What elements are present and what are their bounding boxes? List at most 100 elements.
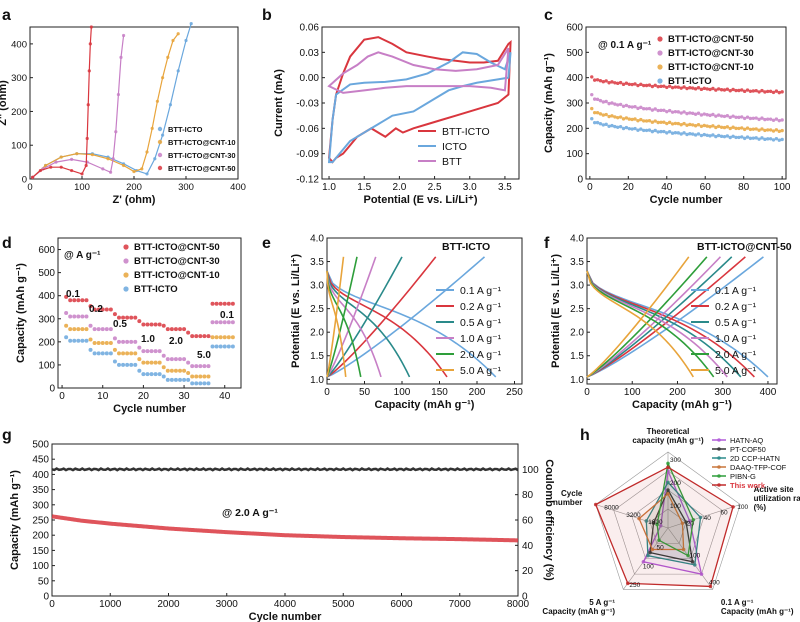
data-point [682,121,686,126]
data-point [731,114,735,118]
data-point [714,88,718,92]
data-point [613,115,617,119]
data-point [80,338,85,343]
x-tick-label: 0 [27,182,32,193]
data-point [72,298,77,303]
data-point [214,320,219,325]
capacity-series [51,514,519,543]
data-point [650,84,655,89]
data-point [621,126,626,131]
data-point [650,129,655,134]
y-tick-label: 600 [566,23,583,34]
legend-label: 0.1 A g⁻¹ [460,285,502,297]
y-tick-label: 100 [566,149,583,160]
data-point [601,100,606,104]
data-point [745,88,750,92]
data-point [644,128,649,133]
radar-grid [613,470,723,575]
data-point [768,128,773,132]
data-point [616,115,620,120]
legend-label: 0.1 A g⁻¹ [715,285,757,297]
data-point [742,127,747,132]
x-tick-label: 250 [506,387,523,398]
data-point [210,301,215,306]
data-point [112,359,117,364]
data-point [92,341,97,345]
data-point [716,113,721,117]
data-point [647,118,652,123]
rate-label: 0.1 [220,310,234,321]
x-tick-label: 3.0 [463,182,477,193]
data-point [688,131,692,136]
data-point [64,311,69,315]
data-point [763,117,767,122]
data-point [690,560,695,564]
radar-tick: 300 [670,457,681,464]
series-line [32,33,179,178]
data-point [666,461,670,466]
radar-grid [631,489,705,560]
data-point [161,353,166,358]
data-point [774,89,779,93]
panel-e: e 0 50 100 150 200 250 1.0 1.5 2.0 2.5 3.0 3.5 4.0 Cap… [262,234,523,412]
data-point [754,88,758,93]
data-point [639,105,643,110]
y-tick-label: 4.0 [570,234,584,245]
data-point [691,132,695,136]
data-point [112,347,117,352]
legend-label: 5.0 A g⁻¹ [460,365,502,377]
data-point [145,349,150,354]
radar-grid [649,508,687,544]
data-point [627,126,631,131]
data-point [590,75,594,79]
data-point [734,115,738,120]
data-point [153,372,158,377]
rate-label: 0.1 [66,289,80,300]
data-point [64,335,69,340]
radar-tick: 50 [656,545,664,552]
data-point [766,117,770,121]
series-line [32,26,92,178]
data-point [659,84,663,89]
data-point [169,368,174,373]
y-tick-label: 500 [566,48,583,59]
legend-marker [157,152,163,158]
y2-tick-label: 80 [522,490,534,501]
data-point [173,377,178,382]
data-point [222,320,227,325]
y-axis-label: Z'' (ohm) [0,80,9,126]
panel-a: a 0 100 200 300 400 0 100 200 300 400 Z' (ohm) Z'' (… [0,7,246,206]
data-point [686,553,690,558]
data-point [613,102,617,106]
data-point [639,82,643,87]
legend-label: 0.5 A g⁻¹ [715,317,757,329]
panel-letter: a [2,7,11,24]
data-point [693,563,697,567]
x-tick-label: 400 [230,182,246,193]
data-point [699,87,704,92]
rate-label: 5.0 [197,350,211,361]
data-point [173,368,178,373]
data-point [662,84,666,88]
x-tick-label: 100 [774,182,791,193]
data-point [680,521,685,526]
radar-series [594,466,734,588]
data-point [593,502,598,507]
data-point [766,89,770,94]
data-point [737,115,741,120]
data-point [716,87,721,91]
data-point [610,123,614,128]
data-point [104,327,109,332]
legend-label: BTT-ICTO@CNT-50 [668,34,754,45]
y-tick-label: 1.0 [570,375,584,386]
data-point [112,336,117,341]
data-point [157,349,162,354]
data-point [104,351,109,356]
data-point [178,357,182,362]
panel-letter: e [262,235,271,252]
x-tick-label: 3.5 [498,182,512,193]
data-point [186,371,191,375]
legend-marker [717,456,721,460]
panel-letter: d [2,235,12,252]
data-point [656,108,660,113]
